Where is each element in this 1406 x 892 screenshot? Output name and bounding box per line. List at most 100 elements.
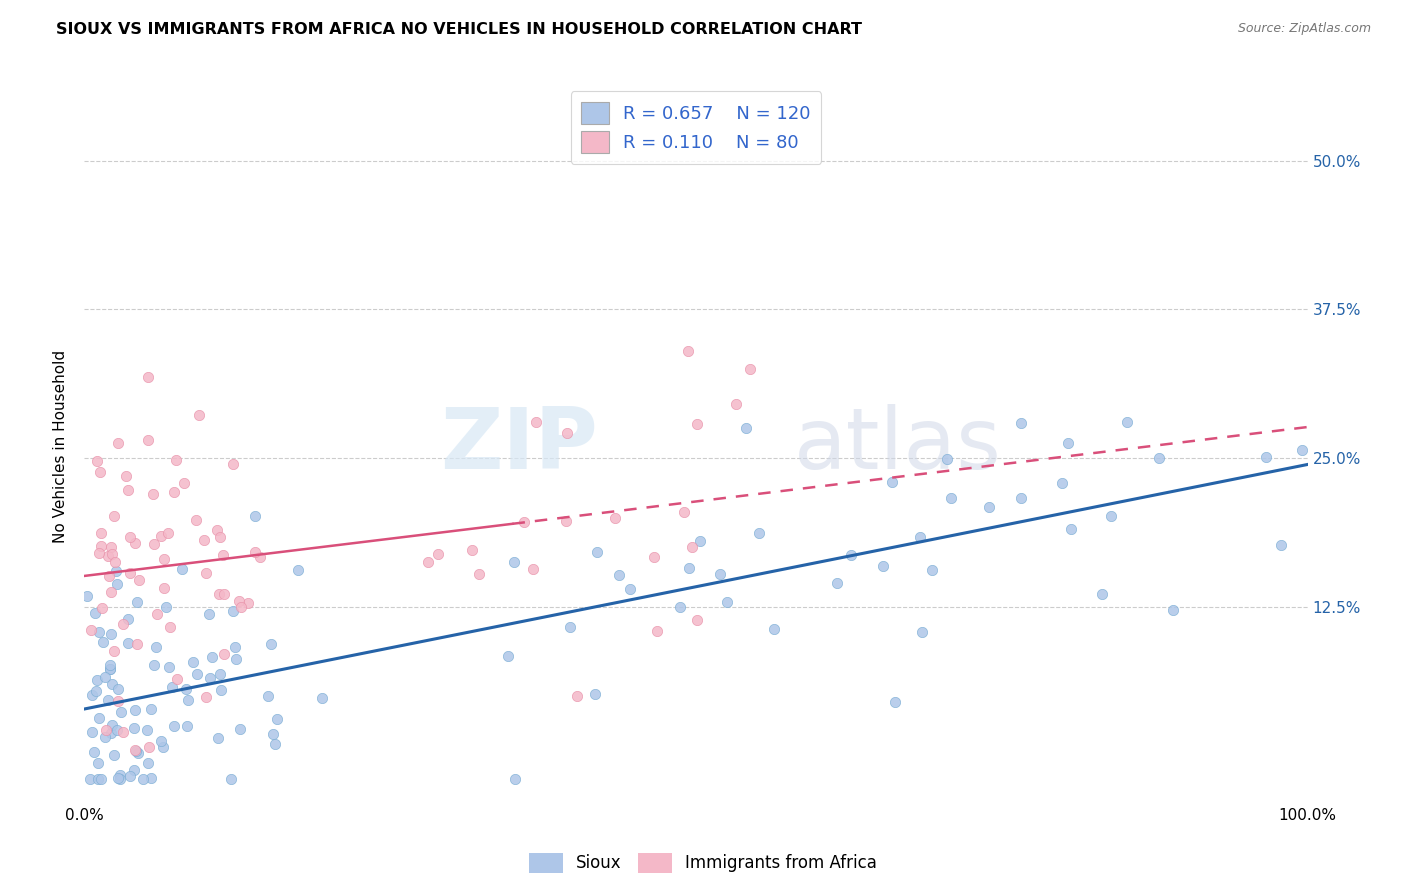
- Point: [498, 648, 520, 663]
- Point: [207, 523, 229, 537]
- Point: [84, 683, 107, 698]
- Point: [181, 655, 204, 669]
- Point: [97, 549, 120, 563]
- Point: [101, 718, 124, 732]
- Point: [174, 682, 197, 697]
- Point: [208, 587, 231, 601]
- Point: [224, 640, 246, 654]
- Point: [228, 594, 250, 608]
- Point: [176, 719, 198, 733]
- Point: [149, 734, 172, 748]
- Point: [143, 537, 166, 551]
- Point: [211, 548, 233, 562]
- Legend: R = 0.657    N = 120, R = 0.110    N = 80: R = 0.657 N = 120, R = 0.110 N = 80: [571, 91, 821, 164]
- Point: [155, 600, 177, 615]
- Point: [103, 508, 125, 523]
- Point: [80, 724, 103, 739]
- Point: [1057, 436, 1080, 450]
- Point: [219, 772, 242, 786]
- Point: [87, 756, 110, 770]
- Point: [586, 545, 609, 559]
- Point: [724, 397, 747, 411]
- Point: [83, 745, 105, 759]
- Point: [681, 540, 703, 554]
- Point: [883, 695, 905, 709]
- Point: [460, 542, 482, 557]
- Point: [143, 657, 166, 672]
- Point: [1059, 522, 1081, 536]
- Point: [117, 611, 139, 625]
- Point: [221, 605, 243, 619]
- Point: [257, 690, 280, 704]
- Point: [142, 487, 165, 501]
- Point: [198, 607, 221, 622]
- Point: [311, 690, 333, 705]
- Point: [157, 525, 180, 540]
- Point: [173, 476, 195, 491]
- Point: [841, 548, 863, 562]
- Point: [105, 723, 128, 737]
- Point: [263, 737, 285, 751]
- Point: [139, 771, 162, 785]
- Point: [225, 652, 247, 666]
- Point: [686, 417, 709, 432]
- Point: [1010, 416, 1032, 430]
- Point: [131, 772, 153, 786]
- Point: [177, 692, 200, 706]
- Point: [159, 620, 181, 634]
- Point: [935, 451, 957, 466]
- Point: [139, 702, 162, 716]
- Point: [108, 772, 131, 786]
- Point: [136, 756, 159, 771]
- Point: [128, 573, 150, 587]
- Point: [100, 548, 122, 562]
- Point: [738, 362, 761, 376]
- Point: [107, 693, 129, 707]
- Text: SIOUX VS IMMIGRANTS FROM AFRICA NO VEHICLES IN HOUSEHOLD CORRELATION CHART: SIOUX VS IMMIGRANTS FROM AFRICA NO VEHIC…: [56, 22, 862, 37]
- Point: [136, 433, 159, 447]
- Point: [138, 739, 160, 754]
- Point: [208, 530, 231, 544]
- Point: [222, 457, 245, 471]
- Point: [91, 635, 114, 649]
- Point: [87, 772, 110, 786]
- Point: [124, 744, 146, 758]
- Point: [672, 505, 695, 519]
- Point: [619, 582, 641, 596]
- Point: [565, 689, 588, 703]
- Point: [94, 670, 117, 684]
- Point: [468, 567, 491, 582]
- Point: [503, 772, 526, 786]
- Point: [84, 606, 107, 620]
- Point: [100, 540, 122, 554]
- Point: [87, 546, 110, 560]
- Point: [124, 743, 146, 757]
- Point: [127, 594, 149, 608]
- Point: [921, 563, 943, 577]
- Point: [145, 640, 167, 654]
- Point: [138, 369, 160, 384]
- Point: [1091, 587, 1114, 601]
- Point: [98, 569, 121, 583]
- Point: [114, 469, 136, 483]
- Point: [716, 595, 738, 609]
- Point: [107, 435, 129, 450]
- Text: Source: ZipAtlas.com: Source: ZipAtlas.com: [1237, 22, 1371, 36]
- Point: [195, 690, 218, 704]
- Y-axis label: No Vehicles in Household: No Vehicles in Household: [53, 350, 69, 542]
- Point: [262, 727, 284, 741]
- Point: [260, 637, 283, 651]
- Point: [647, 624, 669, 638]
- Point: [107, 682, 129, 697]
- Point: [266, 712, 288, 726]
- Text: atlas: atlas: [794, 404, 1002, 488]
- Point: [911, 625, 934, 640]
- Point: [524, 415, 547, 429]
- Point: [76, 589, 98, 603]
- Point: [80, 688, 103, 702]
- Point: [1163, 602, 1185, 616]
- Point: [122, 763, 145, 777]
- Point: [643, 550, 665, 565]
- Point: [160, 680, 183, 694]
- Point: [165, 453, 187, 467]
